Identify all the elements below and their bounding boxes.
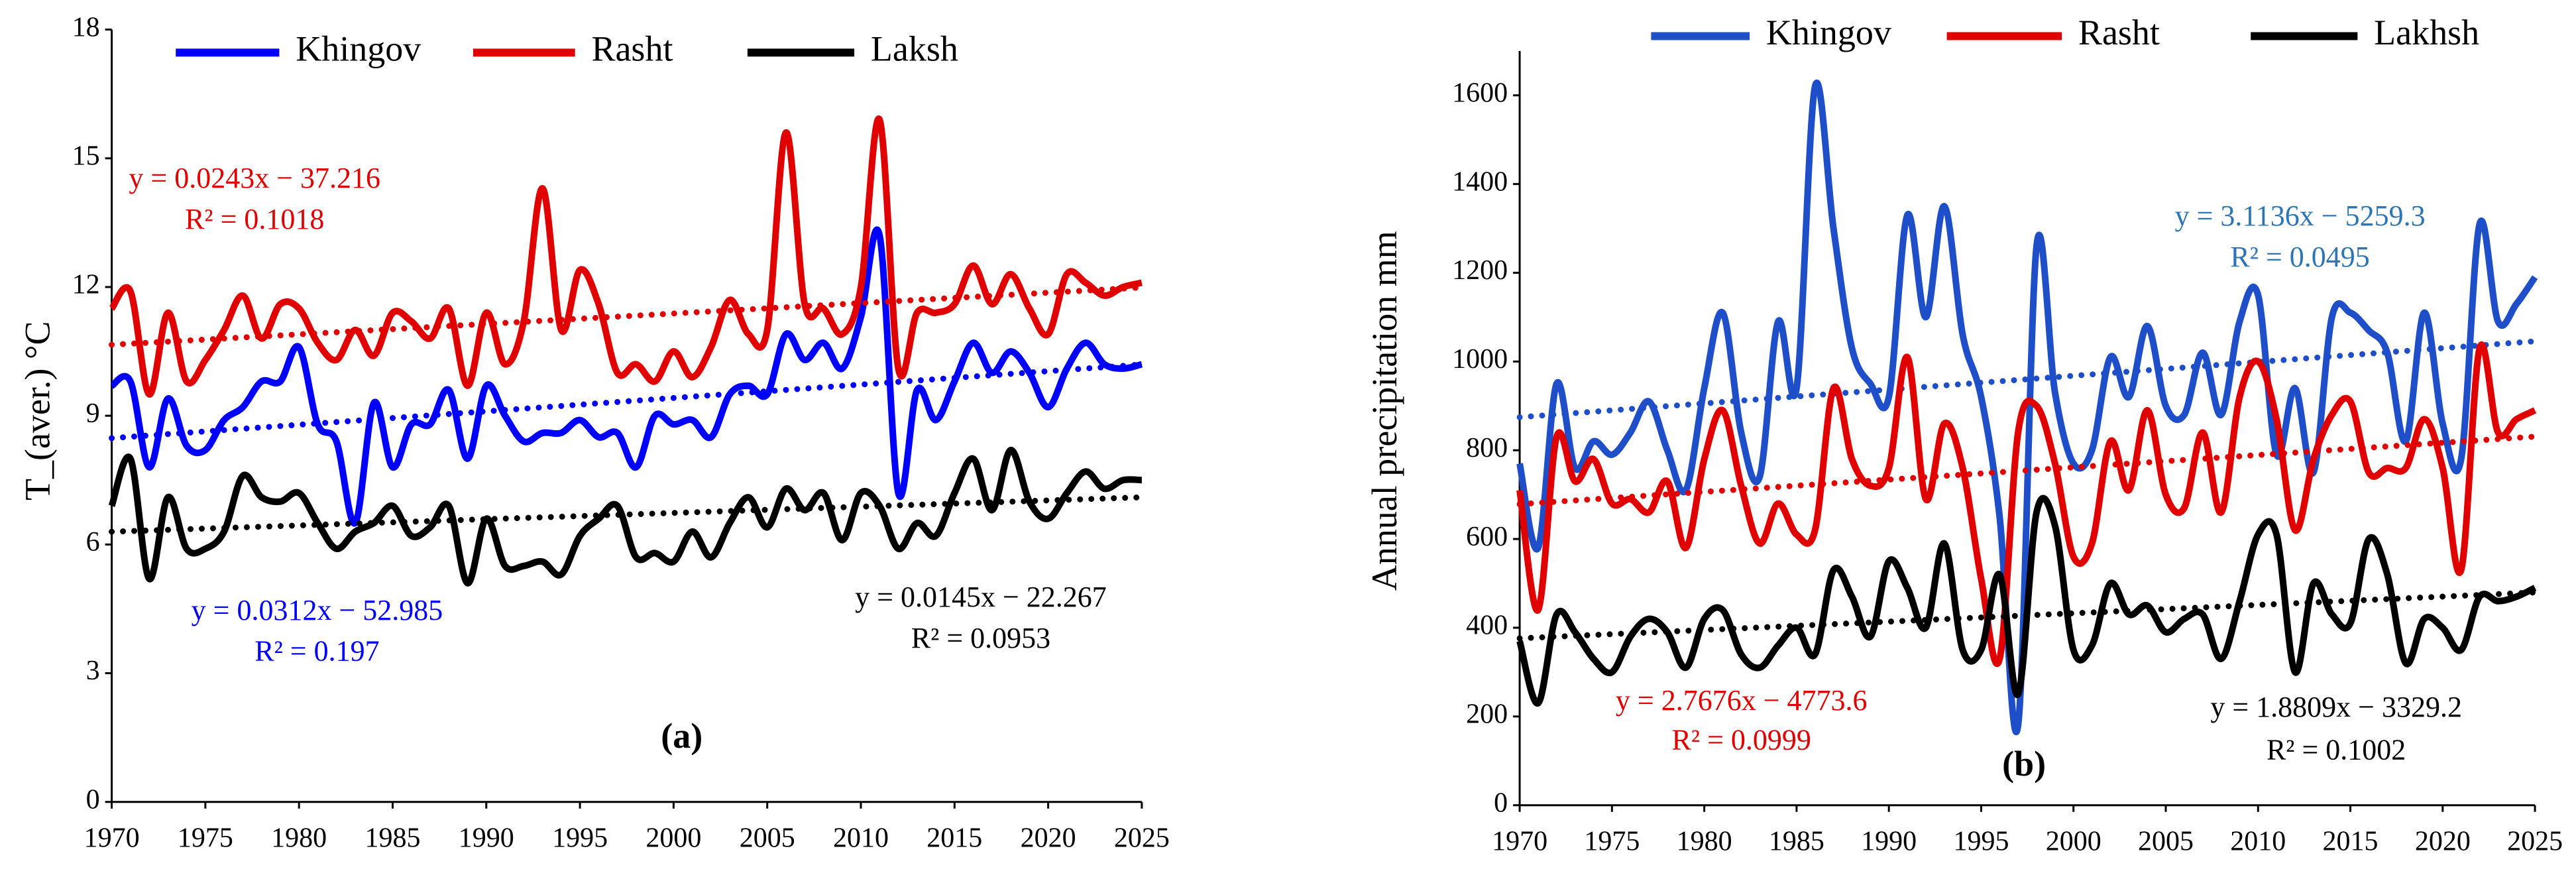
annotation: R² = 0.0999 [1672, 724, 1811, 756]
y-tick-label: 400 [1466, 611, 1508, 641]
annotation: R² = 0.197 [254, 635, 379, 668]
y-tick-label: 200 [1466, 699, 1508, 729]
trend-line [109, 494, 1145, 535]
data-line [108, 446, 1143, 587]
data-line [1516, 79, 2538, 736]
legend-label: Rasht [2078, 13, 2160, 52]
y-tick-label: 0 [1494, 788, 1508, 818]
x-tick-label: 1980 [1677, 826, 1732, 856]
trend-line [1516, 589, 2538, 642]
x-tick-label: 2025 [1114, 823, 1170, 853]
x-tick-label: 1970 [1492, 826, 1547, 856]
legend-label: Khingov [296, 29, 421, 69]
x-tick-label: 2025 [2507, 826, 2563, 856]
x-tick-label: 1995 [1953, 826, 2009, 856]
x-tick-label: 2010 [2230, 826, 2286, 856]
annotation: R² = 0.0495 [2230, 241, 2369, 273]
y-tick-label: 1000 [1452, 344, 1508, 375]
y-tick-label: 12 [72, 270, 100, 300]
x-tick-label: 2005 [2138, 826, 2194, 856]
legend-label: Rasht [591, 29, 673, 69]
y-tick-label: 1400 [1452, 166, 1508, 197]
trend-line [109, 284, 1145, 348]
x-tick-label: 1970 [84, 823, 140, 853]
x-tick-label: 1995 [552, 823, 608, 853]
x-tick-label: 2005 [740, 823, 795, 853]
data-line [1516, 341, 2537, 668]
y-tick-label: 1200 [1452, 255, 1508, 286]
annotation: y = 0.0243x − 37.216 [129, 162, 380, 194]
trend-line [1516, 338, 2538, 420]
x-tick-label: 1985 [364, 823, 420, 853]
annotation: y = 3.1136x − 5259.3 [2175, 200, 2426, 232]
legend-label: Lakhsh [2374, 13, 2479, 52]
data-line [1516, 495, 2537, 707]
x-tick-label: 2010 [833, 823, 889, 853]
trend-line [1516, 434, 2538, 508]
y-tick-label: 1600 [1452, 78, 1508, 108]
annotation: R² = 0.0953 [911, 622, 1050, 654]
y-tick-label: 0 [86, 784, 100, 815]
data-line [109, 226, 1143, 527]
annotation: y = 2.7676x − 4773.6 [1616, 684, 1868, 717]
annotation: y = 0.0145x − 22.267 [855, 581, 1107, 613]
x-tick-label: 2015 [926, 823, 982, 853]
legend-label: Laksh [871, 29, 958, 69]
y-tick-label: 6 [86, 527, 100, 557]
y-axis-label: Annual precipitation mm [1365, 231, 1404, 591]
x-tick-label: 1975 [1584, 826, 1640, 856]
chart-title: (b) [2002, 744, 2046, 784]
annotation: R² = 0.1002 [2267, 733, 2406, 766]
y-tick-label: 3 [86, 656, 100, 686]
y-axis-label: T_(aver.) °C [17, 321, 57, 500]
x-tick-label: 2015 [2323, 826, 2379, 856]
y-tick-label: 600 [1466, 522, 1508, 552]
x-tick-label: 1990 [459, 823, 514, 853]
x-tick-label: 2020 [2415, 826, 2471, 856]
y-tick-label: 18 [72, 12, 100, 42]
legend-label: Khingov [1766, 13, 1891, 52]
x-tick-label: 2000 [2046, 826, 2101, 856]
x-tick-label: 1990 [1861, 826, 1917, 856]
trend-line [109, 361, 1145, 441]
x-tick-label: 2000 [645, 823, 701, 853]
annotation: y = 0.0312x − 52.985 [192, 594, 443, 626]
y-tick-label: 9 [86, 398, 100, 429]
annotation: y = 1.8809x − 3329.2 [2210, 691, 2462, 723]
x-tick-label: 1980 [271, 823, 327, 853]
annotation: R² = 0.1018 [185, 203, 324, 235]
y-tick-label: 15 [72, 141, 100, 171]
x-tick-label: 2020 [1021, 823, 1076, 853]
x-tick-label: 1975 [178, 823, 233, 853]
x-tick-label: 1985 [1769, 826, 1824, 856]
chart-title: (a) [661, 716, 702, 756]
data-line [109, 115, 1143, 398]
y-tick-label: 800 [1466, 433, 1508, 463]
